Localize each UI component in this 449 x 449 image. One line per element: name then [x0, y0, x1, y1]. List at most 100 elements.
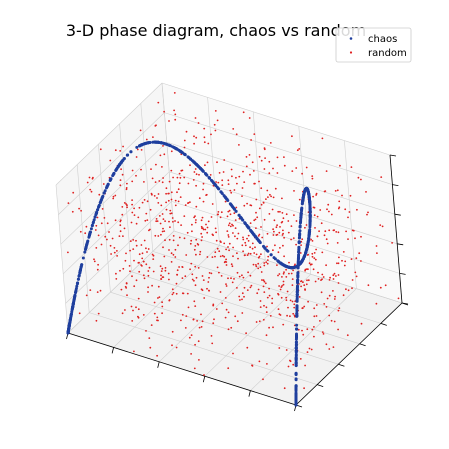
- random-point: [307, 300, 309, 303]
- chaos-point: [171, 145, 175, 149]
- chaos-point: [160, 141, 163, 145]
- random-point: [224, 200, 227, 203]
- random-point: [129, 240, 132, 243]
- random-point: [161, 305, 164, 308]
- random-point: [232, 352, 234, 355]
- random-point: [80, 209, 82, 212]
- random-point: [119, 150, 122, 152]
- random-point: [266, 189, 269, 192]
- random-point: [161, 267, 164, 270]
- random-point: [235, 176, 237, 179]
- random-point: [230, 263, 233, 266]
- random-point: [258, 155, 261, 158]
- random-point: [315, 248, 317, 251]
- random-point: [119, 269, 121, 272]
- random-point: [337, 262, 340, 265]
- random-point: [230, 191, 233, 194]
- random-point: [126, 182, 128, 185]
- random-point: [253, 219, 256, 222]
- random-point: [220, 241, 222, 244]
- chaos-point: [84, 246, 88, 250]
- grid-line-back-z-5: [161, 82, 391, 156]
- random-point: [250, 139, 253, 141]
- chaos-point: [295, 314, 299, 318]
- random-point: [220, 275, 223, 277]
- random-point: [266, 232, 269, 235]
- random-point: [234, 227, 237, 230]
- random-point: [152, 136, 154, 139]
- random-point: [211, 256, 214, 258]
- random-point: [201, 216, 204, 219]
- chaos-point: [295, 323, 299, 327]
- chaos-point: [68, 319, 72, 323]
- chaos-point: [148, 141, 152, 144]
- random-point: [317, 278, 320, 280]
- chaos-point: [189, 157, 193, 161]
- random-point: [85, 294, 88, 297]
- random-point: [234, 235, 236, 238]
- random-point: [282, 232, 284, 235]
- random-point: [168, 299, 171, 302]
- random-point: [203, 141, 206, 144]
- random-point: [170, 212, 173, 215]
- chaos-point: [254, 235, 258, 239]
- random-point: [121, 312, 124, 315]
- random-point: [285, 349, 288, 351]
- grid-line-left-z-0: [67, 230, 175, 334]
- random-point: [193, 300, 196, 303]
- random-point: [135, 306, 137, 309]
- random-point: [220, 211, 223, 214]
- random-point: [113, 247, 116, 249]
- random-point: [157, 235, 160, 237]
- random-point: [171, 344, 173, 347]
- random-point: [241, 187, 244, 189]
- random-point: [241, 244, 244, 247]
- random-point: [280, 221, 283, 224]
- grid-line-back-x-3: [298, 126, 312, 275]
- random-point: [79, 230, 82, 233]
- random-point: [165, 192, 168, 195]
- random-point: [160, 274, 162, 277]
- random-point: [253, 133, 256, 136]
- random-point: [287, 306, 289, 309]
- random-point: [319, 320, 321, 322]
- random-point: [195, 238, 198, 241]
- chaos-point: [144, 141, 147, 145]
- random-point: [242, 111, 245, 114]
- chaos-point: [304, 250, 308, 254]
- random-point: [200, 219, 203, 222]
- random-point: [178, 266, 181, 268]
- random-point: [336, 242, 339, 244]
- random-point: [67, 251, 69, 254]
- grid-line-floor-y-2: [110, 291, 339, 365]
- chaos-point: [297, 241, 301, 245]
- random-point: [257, 262, 260, 265]
- chaos-point: [308, 200, 312, 204]
- chaos-point: [294, 400, 298, 404]
- chaos-point: [300, 209, 303, 213]
- z-axis-line: [389, 154, 403, 304]
- chaos-point: [125, 153, 129, 157]
- random-point: [313, 206, 316, 209]
- random-point: [290, 272, 293, 275]
- random-point: [251, 161, 254, 164]
- chaos-point: [307, 232, 311, 236]
- random-point: [287, 220, 290, 222]
- random-point: [202, 279, 205, 281]
- random-point: [277, 274, 279, 277]
- chaos-point: [301, 200, 305, 204]
- random-point: [345, 230, 347, 233]
- random-point: [218, 271, 220, 274]
- chaos-point: [290, 266, 294, 270]
- random-point: [268, 172, 271, 175]
- chaos-point: [308, 214, 312, 218]
- random-point: [130, 221, 133, 224]
- random-point: [272, 234, 275, 236]
- chaos-point: [199, 167, 203, 171]
- random-point: [93, 260, 96, 263]
- random-point: [146, 251, 148, 253]
- random-point: [174, 248, 177, 251]
- random-point: [276, 233, 279, 236]
- random-point: [143, 181, 145, 183]
- random-point: [165, 187, 168, 190]
